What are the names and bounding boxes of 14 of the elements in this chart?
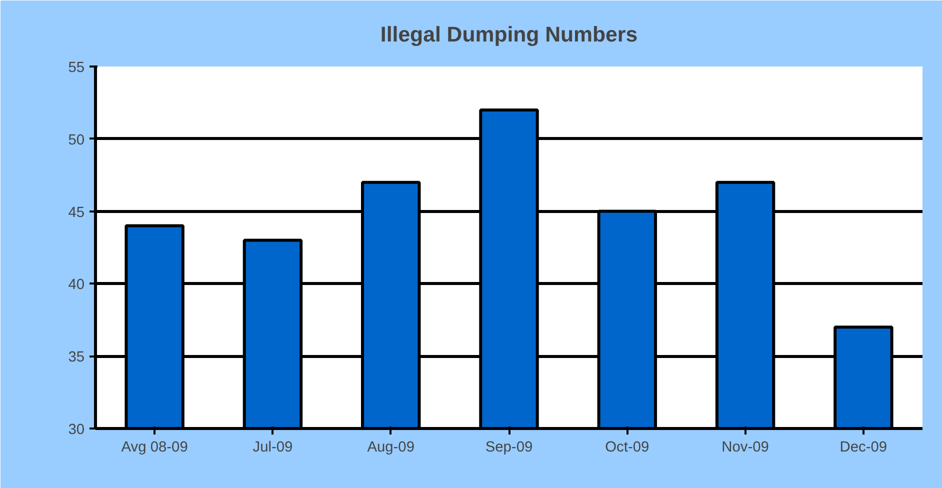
- y-tick-label: 50: [68, 132, 85, 148]
- y-tick-label: 40: [68, 277, 85, 294]
- x-tick-label: Dec-09: [840, 440, 888, 456]
- x-tick-label: Oct-09: [605, 440, 650, 456]
- x-tick-label: Aug-09: [367, 440, 414, 456]
- chart-title: Illegal Dumping Numbers: [380, 22, 638, 46]
- x-tick-label: Sep-09: [485, 440, 533, 456]
- x-tick-label: Jul-09: [252, 440, 293, 456]
- y-tick-label: 30: [68, 422, 85, 438]
- y-tick-label: 35: [68, 350, 85, 366]
- y-tick-label: 55: [68, 60, 85, 76]
- y-tick-label: 45: [68, 204, 85, 221]
- x-tick-label: Avg 08-09: [121, 440, 188, 456]
- x-tick-label: Nov-09: [722, 440, 769, 456]
